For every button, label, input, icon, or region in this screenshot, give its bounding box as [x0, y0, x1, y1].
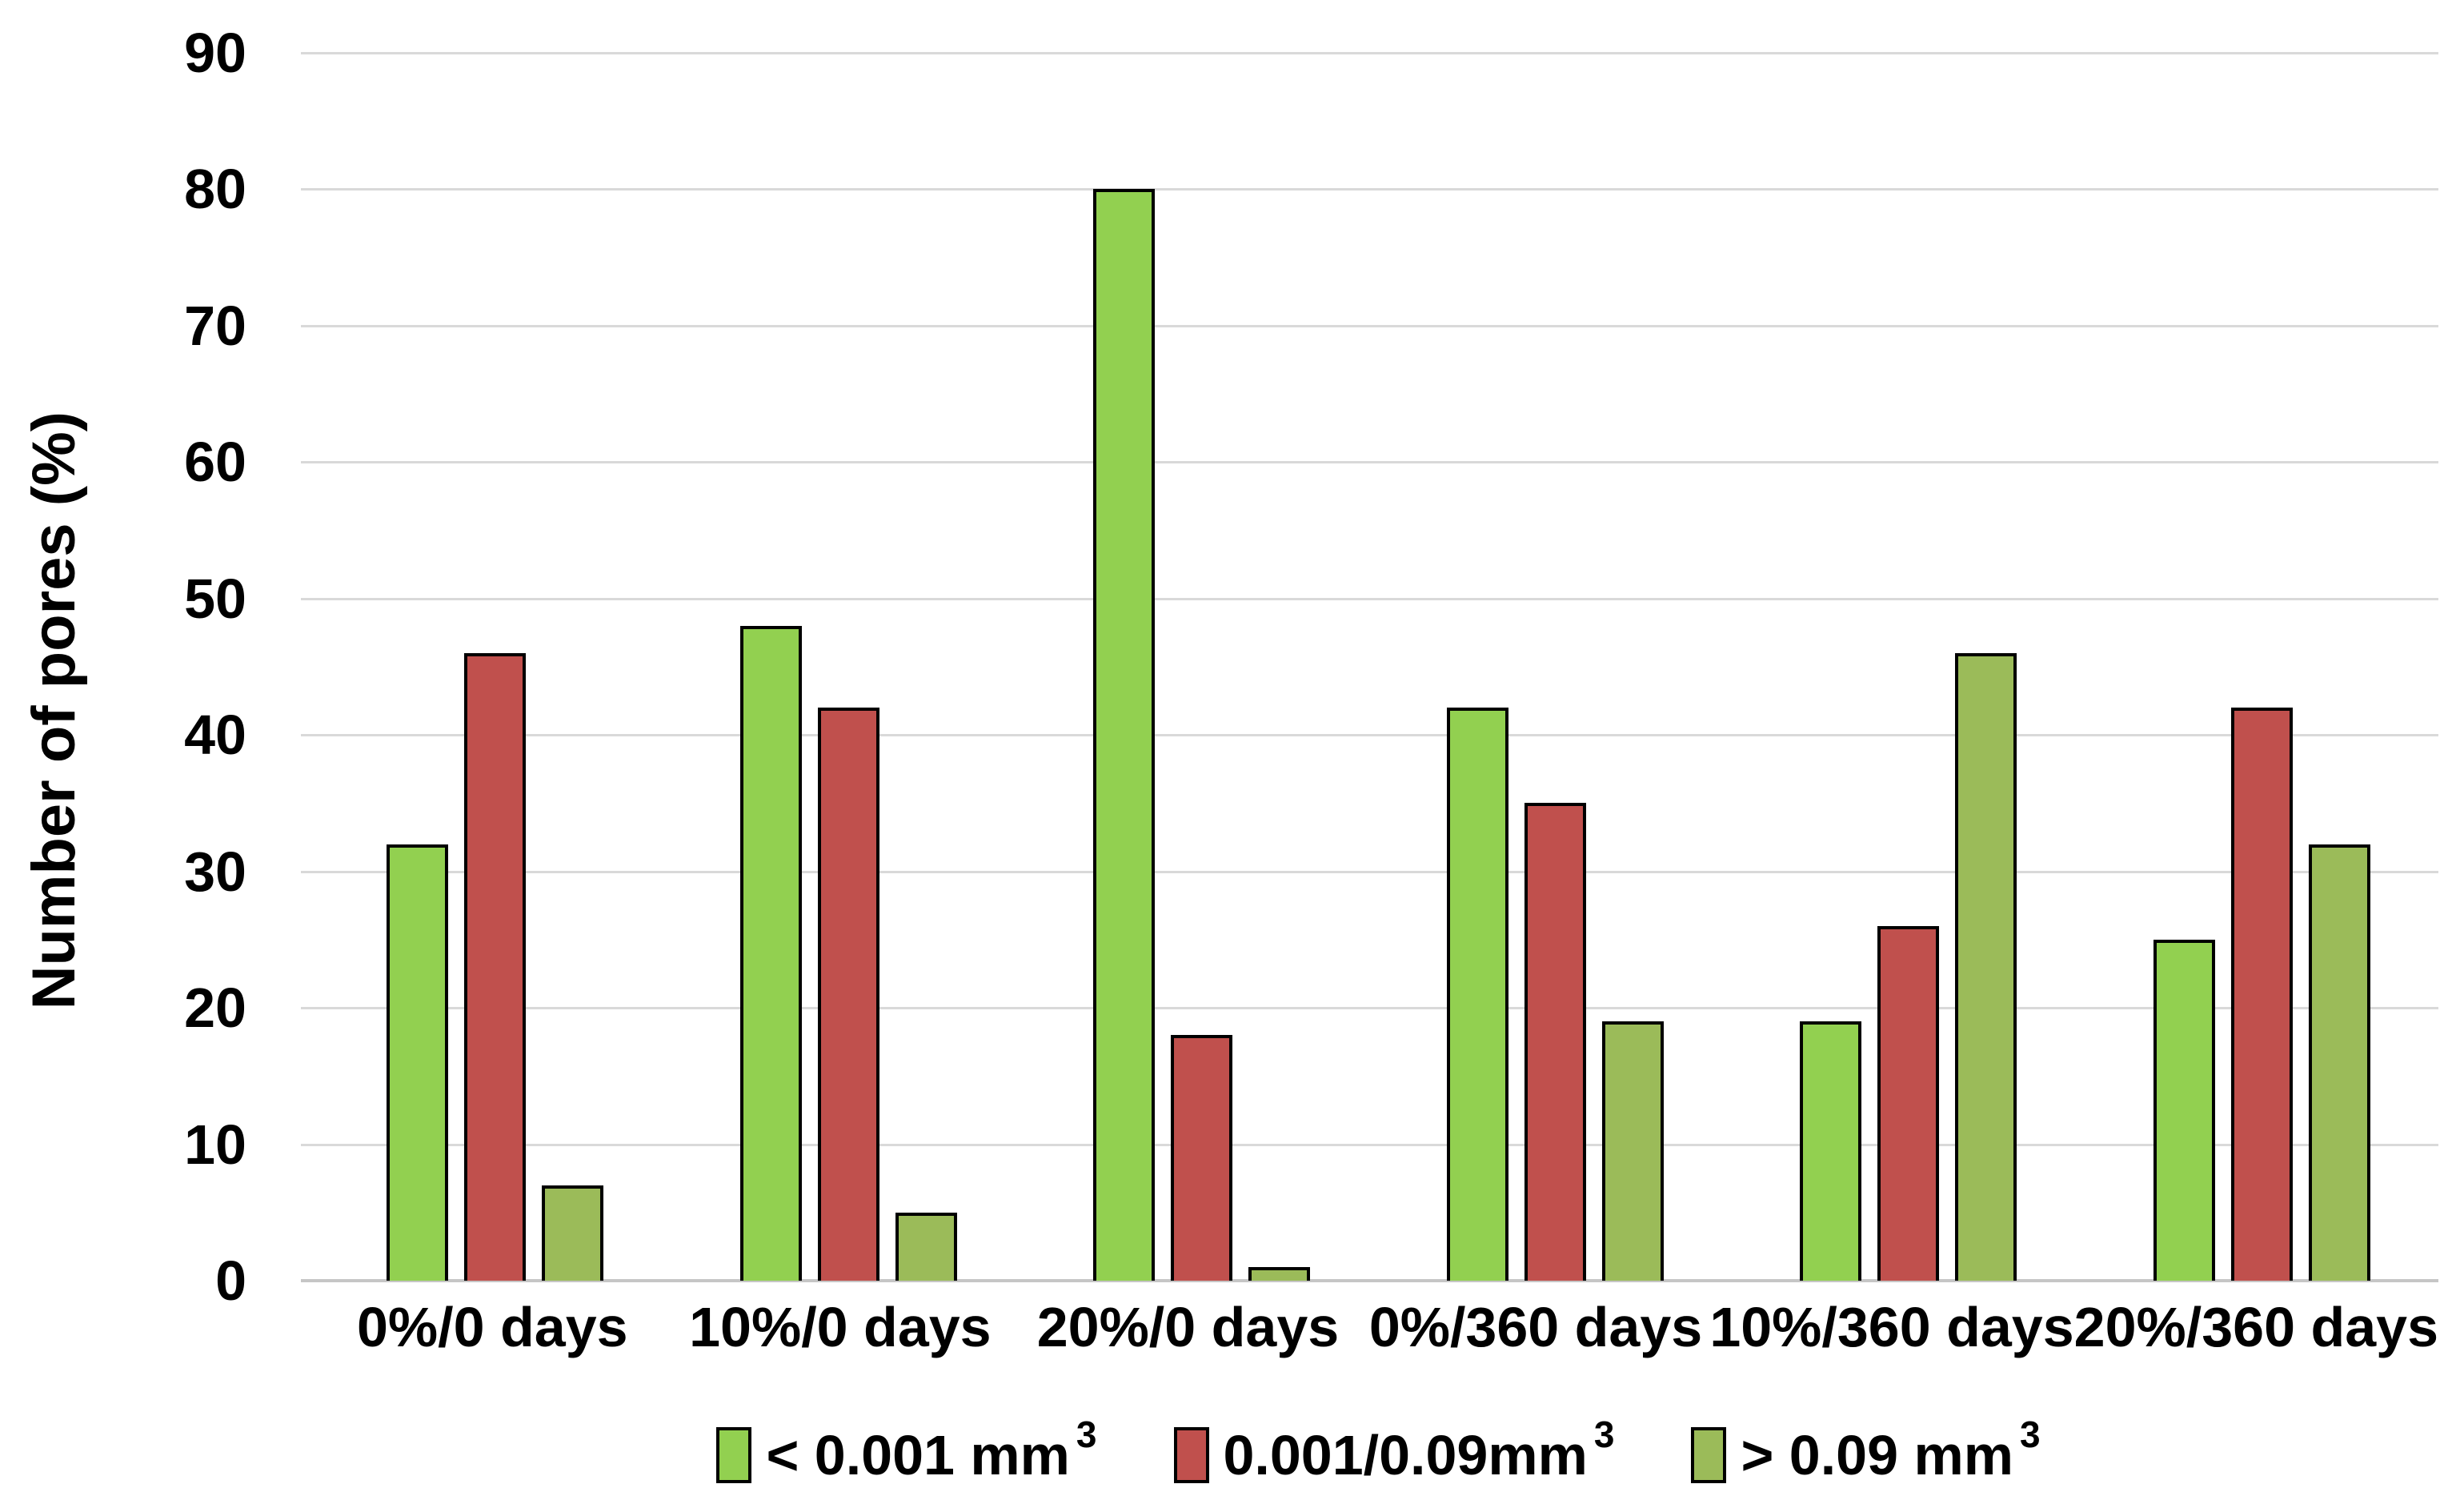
gridline-70 [301, 324, 2438, 327]
bar-0.001/0.09mm³-0%/0 days [464, 652, 527, 1281]
y-tick-label-80: 80 [184, 158, 246, 221]
bar-0.001/0.09mm³-10%/0 days [817, 708, 879, 1281]
x-category-label-2: 10%/0 days [689, 1296, 992, 1358]
gridline-10 [301, 1143, 2438, 1146]
gridline-90 [301, 52, 2438, 54]
y-tick-label-0: 0 [215, 1249, 246, 1312]
bar-< 0.001 mm³-0%/0 days [387, 844, 449, 1281]
bar-0.001/0.09mm³-0%/360 days [1524, 803, 1586, 1281]
legend-label-superscript: 3 [2019, 1414, 2041, 1455]
bar-> 0.09 mm³-0%/360 days [1601, 1021, 1664, 1281]
legend-label-superscript: 3 [1076, 1414, 1097, 1455]
bar-> 0.09 mm³-10%/0 days [895, 1212, 957, 1281]
x-category-label-4: 0%/360 days [1368, 1296, 1703, 1358]
y-tick-label-50: 50 [184, 567, 246, 630]
legend-item-2: 0.001/0.09mm 3 [1173, 1414, 1615, 1487]
gridline-60 [301, 461, 2438, 464]
x-category-label-3: 20%/0 days [1036, 1296, 1340, 1358]
bar-group-6 [2085, 53, 2439, 1281]
bar-< 0.001 mm³-0%/360 days [1446, 708, 1508, 1281]
y-tick-label-90: 90 [184, 22, 246, 84]
legend-swatch-icon [716, 1427, 752, 1483]
legend-label: > 0.09 mm 3 [1741, 1414, 2041, 1486]
y-tick-label-20: 20 [184, 977, 246, 1040]
bar-< 0.001 mm³-20%/360 days [2153, 939, 2215, 1281]
bar-group-3 [1025, 53, 1379, 1281]
bar-0.001/0.09mm³-20%/0 days [1171, 1035, 1233, 1281]
legend-swatch-icon [1173, 1427, 1209, 1483]
y-tick-label-30: 30 [184, 840, 246, 903]
x-category-label-1: 0%/0 days [357, 1296, 628, 1358]
bar-> 0.09 mm³-10%/360 days [1955, 652, 2017, 1281]
plot-area [301, 52, 2438, 1282]
bar-< 0.001 mm³-10%/360 days [1800, 1021, 1862, 1281]
gridline-0 [301, 1279, 2438, 1282]
gridline-20 [301, 1007, 2438, 1010]
legend-swatch-icon [1691, 1427, 1727, 1483]
legend-label: < 0.001 mm 3 [766, 1414, 1097, 1486]
bar-< 0.001 mm³-10%/0 days [739, 625, 802, 1281]
bar-group-4 [1379, 53, 1733, 1281]
bar-group-5 [1732, 53, 2085, 1281]
bar-group-2 [672, 53, 1026, 1281]
gridline-30 [301, 870, 2438, 873]
y-tick-label-10: 10 [184, 1113, 246, 1176]
bar-group-1 [319, 53, 672, 1281]
y-tick-label-60: 60 [184, 431, 246, 494]
x-category-label-6: 20%/360 days [2073, 1296, 2438, 1358]
x-category-label-5: 10%/360 days [1709, 1296, 2074, 1358]
gridline-50 [301, 597, 2438, 600]
bar-0.001/0.09mm³-10%/360 days [1877, 925, 1940, 1281]
legend-item-1: < 0.001 mm 3 [716, 1414, 1097, 1487]
bar-< 0.001 mm³-20%/0 days [1093, 189, 1156, 1281]
legend: < 0.001 mm 3 0.001/0.09mm 3 > 0.09 mm 3 [319, 1410, 2438, 1500]
gridline-80 [301, 188, 2438, 191]
y-axis-tick-labels: 0 10 20 30 40 50 60 70 80 90 [0, 22, 246, 1312]
legend-label: 0.001/0.09mm 3 [1223, 1414, 1615, 1486]
legend-label-superscript: 3 [1593, 1414, 1615, 1455]
bar-0.001/0.09mm³-20%/360 days [2230, 708, 2293, 1281]
y-tick-label-40: 40 [184, 704, 246, 767]
bar-groups [319, 53, 2438, 1281]
gridline-40 [301, 734, 2438, 737]
bar-> 0.09 mm³-0%/0 days [542, 1185, 604, 1281]
bar-> 0.09 mm³-20%/0 days [1248, 1266, 1311, 1281]
x-axis-category-labels: 0%/0 days 10%/0 days 20%/0 days 0%/360 days… [319, 1295, 2438, 1359]
bar-> 0.09 mm³-20%/360 days [2308, 844, 2370, 1281]
y-tick-label-70: 70 [184, 294, 246, 357]
legend-item-3: > 0.09 mm 3 [1691, 1414, 2041, 1487]
